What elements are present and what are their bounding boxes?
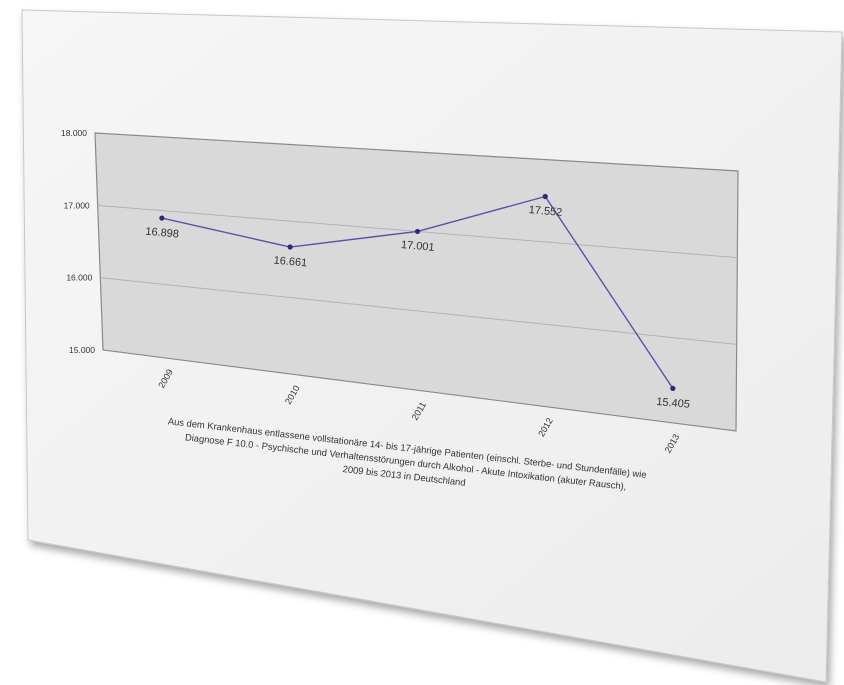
data-label: 17.001 — [400, 239, 435, 254]
y-tick-label: 17.000 — [64, 200, 90, 210]
y-tick-label: 18.000 — [61, 128, 87, 138]
data-labels: 16.898 16.661 17.001 17.552 15.405 — [145, 204, 691, 411]
data-label: 17.552 — [528, 204, 563, 219]
y-tick-label: 15.000 — [69, 345, 95, 355]
data-label: 16.661 — [273, 255, 308, 270]
data-point — [670, 385, 676, 391]
data-point — [159, 215, 165, 221]
data-label: 15.405 — [656, 396, 691, 411]
data-point — [287, 244, 293, 250]
line-series — [159, 193, 676, 391]
data-point — [542, 193, 548, 200]
gridline — [100, 277, 737, 345]
y-tick-label: 16.000 — [66, 273, 92, 283]
data-label: 16.898 — [145, 226, 180, 241]
y-axis-tick-labels: 18.000 17.000 16.000 15.000 — [61, 128, 95, 355]
data-point — [414, 228, 421, 235]
